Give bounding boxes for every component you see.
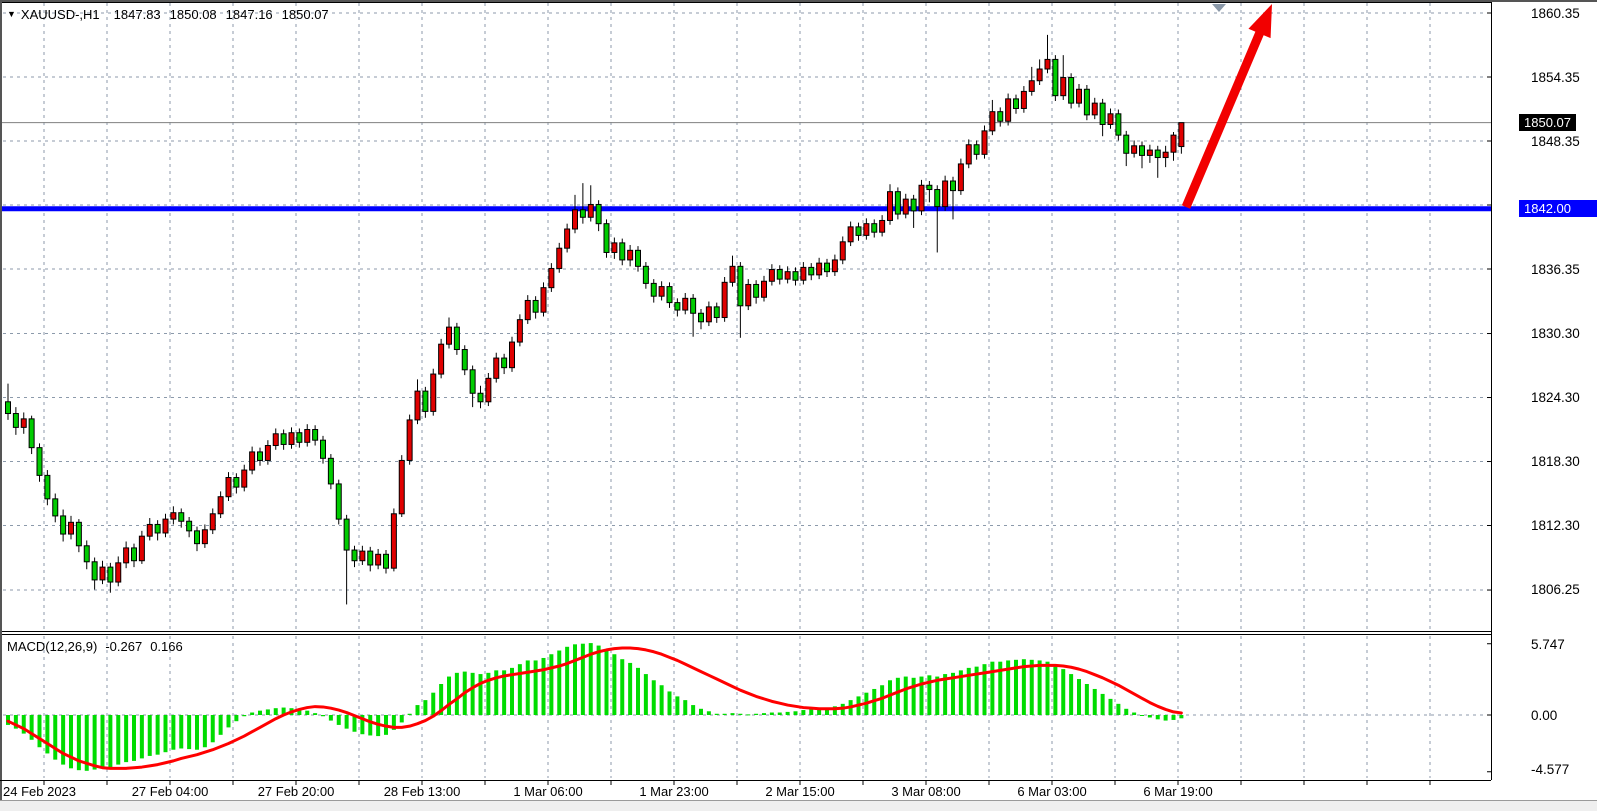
- time-axis-label: 24 Feb 2023: [3, 784, 77, 799]
- time-axis-label: 2 Mar 15:00: [765, 784, 835, 799]
- price-axis-label: 1836.35: [1531, 262, 1580, 277]
- price-axis-label: 1806.25: [1531, 582, 1580, 597]
- macd-axis-label: 5.747: [1531, 637, 1565, 652]
- trend-arrow[interactable]: [1181, 4, 1272, 209]
- bid-price-badge: 1850.07: [1519, 114, 1576, 131]
- price-axis-label: 1860.35: [1531, 6, 1580, 21]
- time-axis-label: 28 Feb 13:00: [383, 784, 461, 799]
- ohlc-high: 1850.08: [169, 7, 217, 22]
- price-axis-label: 1854.35: [1531, 70, 1580, 85]
- price-axis-label: 1812.30: [1531, 518, 1580, 533]
- hline-price-badge: 1842.00: [1519, 200, 1597, 217]
- ohlc-close: 1850.07: [281, 7, 329, 22]
- time-axis-label: 6 Mar 03:00: [1017, 784, 1087, 799]
- time-axis-label: 1 Mar 06:00: [513, 784, 583, 799]
- chart-title: ▼ XAUUSD-,H1 1847.83 1850.08 1847.16 1850.07: [7, 7, 338, 22]
- price-axis-label: 1824.30: [1531, 390, 1580, 405]
- symbol-marker-icon: ▼: [7, 9, 16, 19]
- price-axis-label: 1830.30: [1531, 326, 1580, 341]
- candles-layer: [5, 34, 1185, 605]
- grid-lines: [3, 3, 1490, 778]
- symbol-timeframe: XAUUSD-,H1: [20, 7, 100, 22]
- horizontal-scrollbar[interactable]: [0, 800, 1597, 811]
- macd-layer: [6, 643, 1184, 771]
- time-axis-label: 3 Mar 08:00: [891, 784, 961, 799]
- ohlc-low: 1847.16: [225, 7, 273, 22]
- macd-value: -0.267: [105, 639, 143, 654]
- time-axis-label: 27 Feb 20:00: [257, 784, 335, 799]
- macd-signal-value: 0.166: [150, 639, 183, 654]
- macd-name: MACD(12,26,9): [7, 639, 98, 654]
- price-axis-label: 1818.30: [1531, 454, 1580, 469]
- macd-panel-label: MACD(12,26,9) -0.267 0.166: [7, 639, 191, 654]
- macd-axis-label: 0.00: [1531, 708, 1558, 723]
- time-axis-label: 1 Mar 23:00: [639, 784, 709, 799]
- time-axis-label: 6 Mar 19:00: [1143, 784, 1213, 799]
- macd-axis-label: -4.577: [1531, 762, 1570, 777]
- autoscroll-marker-icon: [1212, 4, 1226, 12]
- ohlc-open: 1847.83: [113, 7, 161, 22]
- price-axis-label: 1848.35: [1531, 134, 1580, 149]
- time-axis-label: 27 Feb 04:00: [131, 784, 209, 799]
